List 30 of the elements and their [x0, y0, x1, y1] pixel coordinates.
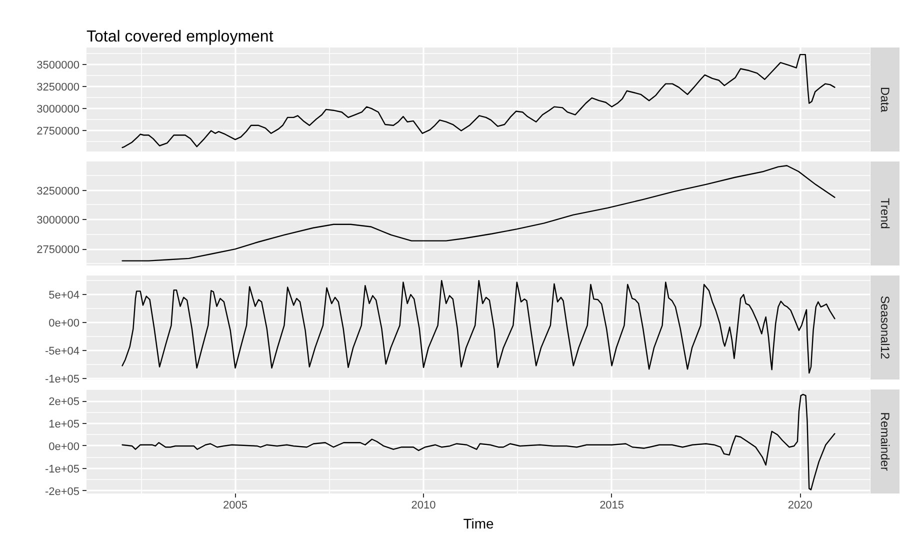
line-series: [122, 165, 836, 262]
y-tick-label: 0e+00: [48, 318, 80, 330]
x-tick-label: 2015: [600, 500, 624, 512]
x-tick-label: 2005: [223, 500, 248, 512]
text: Trend: [878, 198, 892, 229]
y-tick-label: 5e+04: [48, 290, 80, 302]
line-series: [122, 54, 836, 148]
chart-title: Total covered employment: [86, 28, 274, 46]
y-tick-label: -5e+04: [44, 346, 80, 358]
x-tick-label: 2020: [788, 500, 812, 512]
line-series: [122, 280, 836, 374]
line-series: [122, 394, 836, 490]
text: Remainder: [878, 412, 892, 471]
y-tick-label: 3000000: [36, 104, 80, 116]
y-tick-label: 3250000: [36, 185, 80, 198]
y-tick-label: -1e+05: [44, 374, 80, 386]
y-tick-label: -2e+05: [44, 486, 80, 498]
text: Data: [878, 86, 892, 112]
x-tick-label: 2010: [411, 500, 436, 512]
x-axis-title: Time: [463, 516, 494, 532]
y-tick-label: 2750000: [36, 126, 80, 138]
y-tick-label: 3500000: [36, 59, 80, 72]
y-tick-label: 1e+05: [48, 418, 80, 431]
y-tick-label: -1e+05: [44, 463, 80, 476]
text: Seasonal12: [878, 296, 892, 360]
y-tick-label: 3250000: [36, 81, 80, 94]
y-tick-label: 3000000: [36, 214, 80, 227]
y-tick-label: 2e+05: [48, 396, 80, 408]
y-tick-label: 0e+00: [48, 440, 80, 453]
y-tick-label: 2750000: [36, 244, 80, 256]
